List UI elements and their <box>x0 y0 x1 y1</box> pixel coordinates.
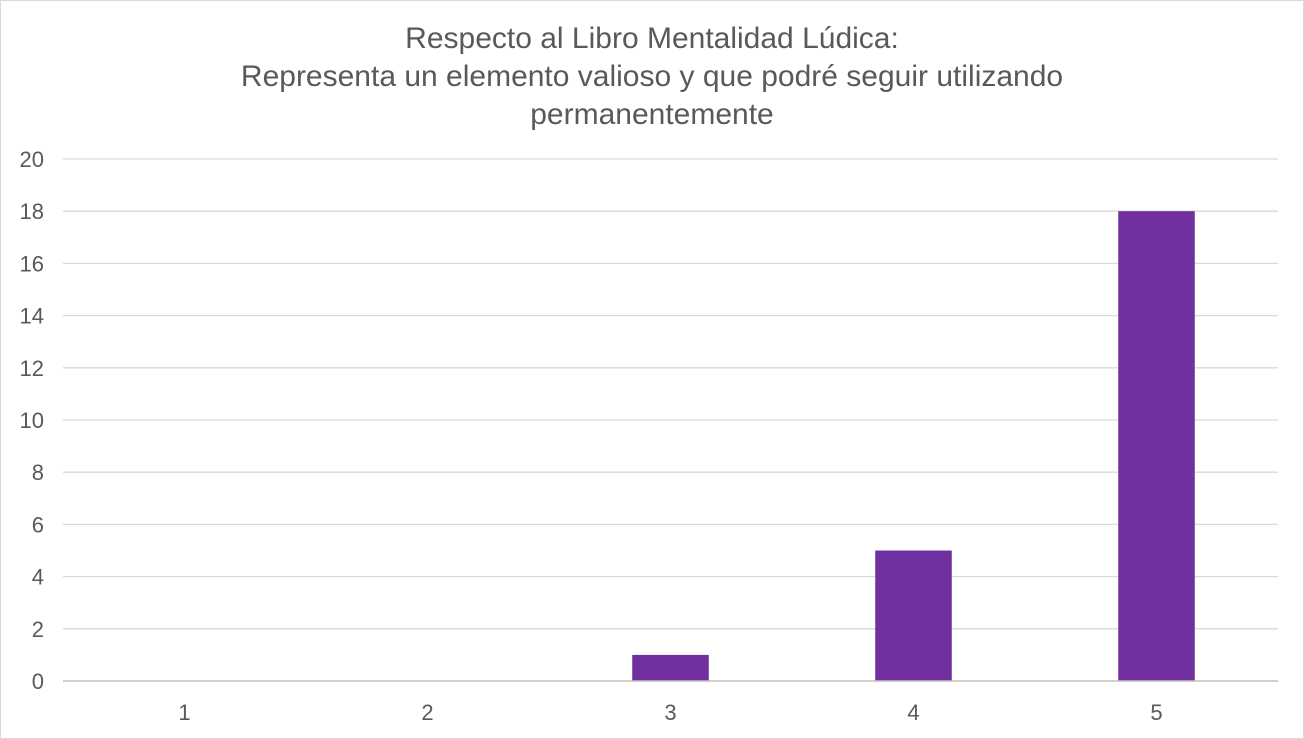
x-tick-label: 5 <box>1150 700 1162 725</box>
y-tick-label: 8 <box>32 460 44 485</box>
x-tick-label: 3 <box>664 700 676 725</box>
y-tick-label: 0 <box>32 669 44 694</box>
x-axis-ticks: 1 2 3 4 5 <box>178 700 1162 725</box>
gridlines <box>63 158 1278 630</box>
bar-3 <box>632 654 709 681</box>
y-tick-label: 16 <box>20 251 44 276</box>
y-tick-label: 14 <box>20 304 44 329</box>
y-tick-label: 18 <box>20 199 44 224</box>
chart-title-line-3: permanentemente <box>530 98 774 131</box>
bar-4 <box>875 550 952 681</box>
x-tick-label: 4 <box>907 700 919 725</box>
y-tick-label: 12 <box>20 356 44 381</box>
chart-title: Respecto al Libro Mentalidad Lúdica: Rep… <box>0 20 1304 134</box>
chart-title-line-1: Respecto al Libro Mentalidad Lúdica: <box>405 22 899 55</box>
y-axis-ticks: 0 2 4 6 8 10 12 14 16 18 20 <box>20 147 44 694</box>
y-tick-label: 10 <box>20 408 44 433</box>
bar-5 <box>1118 211 1195 681</box>
x-tick-label: 1 <box>178 700 190 725</box>
y-tick-label: 20 <box>20 147 44 172</box>
bars <box>632 211 1195 681</box>
y-tick-label: 2 <box>32 617 44 642</box>
y-tick-label: 4 <box>32 565 44 590</box>
y-tick-label: 6 <box>32 512 44 537</box>
x-tick-label: 2 <box>421 700 433 725</box>
chart-title-line-2: Representa un elemento valioso y que pod… <box>240 60 1064 93</box>
